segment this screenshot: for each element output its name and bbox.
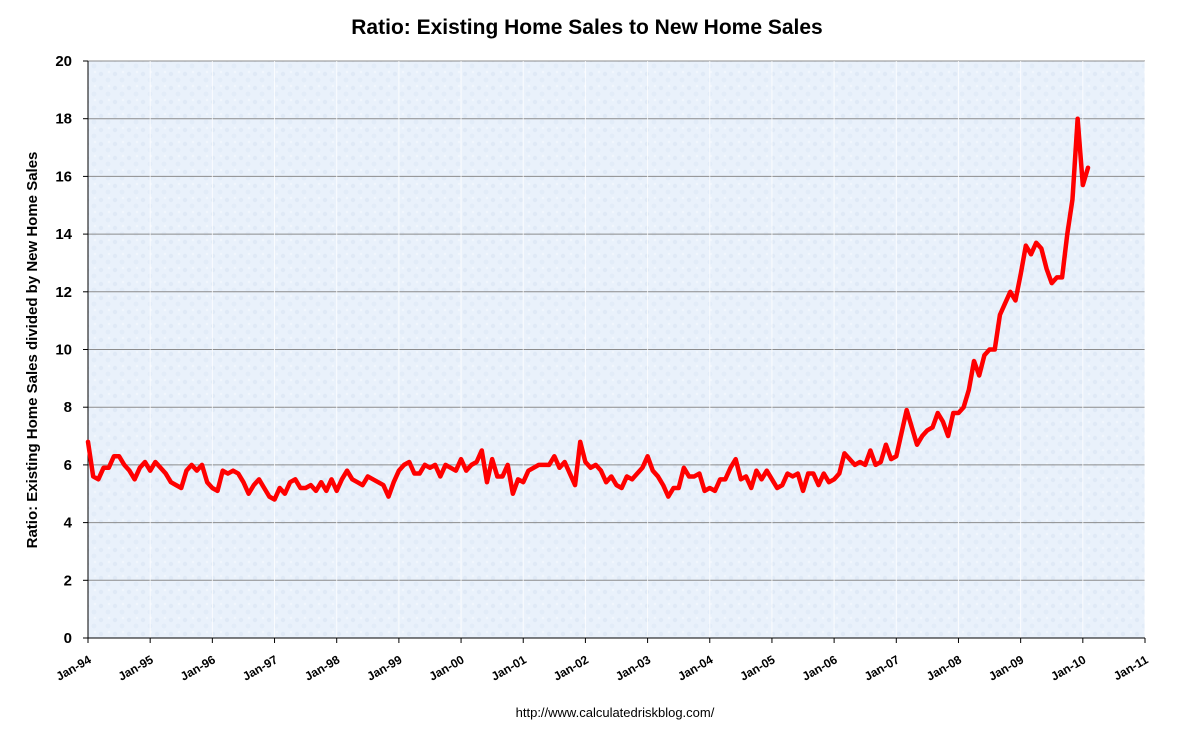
x-axis-tick-labels: Jan-94 Jan-95 Jan-96 Jan-97 Jan-98 Jan-99 Jan-… <box>54 652 1151 683</box>
x-tick-label: Jan-11 <box>1111 652 1151 683</box>
y-tick-label: 16 <box>55 168 72 185</box>
y-tick-label: 20 <box>55 53 72 70</box>
y-tick-label: 18 <box>55 111 72 128</box>
x-tick-label: Jan-01 <box>489 652 529 683</box>
series-line-ratio <box>85 116 1091 502</box>
source-url: http://www.calculatedriskblog.com/ <box>516 705 715 720</box>
series-layer <box>85 116 1091 502</box>
y-axis-tick-labels: 0 2 4 6 8 10 12 14 16 18 20 <box>55 53 72 647</box>
x-tick-label: Jan-96 <box>178 652 218 683</box>
y-tick-label: 10 <box>55 342 72 359</box>
x-tick-label: Jan-98 <box>302 652 342 683</box>
grid-lines-horizontal <box>83 60 1145 639</box>
x-tick-label: Jan-08 <box>924 652 964 683</box>
y-tick-label: 12 <box>55 284 72 301</box>
x-tick-label: Jan-07 <box>862 652 902 683</box>
y-tick-label: 0 <box>64 630 72 647</box>
x-tick-label: Jan-00 <box>427 652 467 683</box>
x-tick-label: Jan-10 <box>1048 652 1088 683</box>
y-tick-label: 2 <box>64 572 72 589</box>
y-tick-label: 14 <box>55 226 72 243</box>
y-tick-label: 4 <box>64 515 73 532</box>
x-tick-label: Jan-06 <box>800 652 840 683</box>
x-tick-label: Jan-97 <box>240 652 280 683</box>
x-tick-label: Jan-04 <box>675 652 715 683</box>
x-tick-label: Jan-05 <box>738 652 778 683</box>
x-tick-label: Jan-95 <box>116 652 156 683</box>
x-tick-label: Jan-03 <box>613 652 653 683</box>
grid-lines-vertical <box>87 61 1146 643</box>
y-tick-label: 6 <box>64 457 72 474</box>
x-tick-label: Jan-09 <box>986 652 1026 683</box>
y-tick-label: 8 <box>64 399 72 416</box>
x-tick-label: Jan-99 <box>364 652 404 683</box>
y-axis-label: Ratio: Existing Home Sales divided by Ne… <box>24 152 41 549</box>
x-tick-label: Jan-94 <box>54 652 94 683</box>
x-tick-label: Jan-02 <box>551 652 591 683</box>
chart-title: Ratio: Existing Home Sales to New Home S… <box>351 16 822 39</box>
